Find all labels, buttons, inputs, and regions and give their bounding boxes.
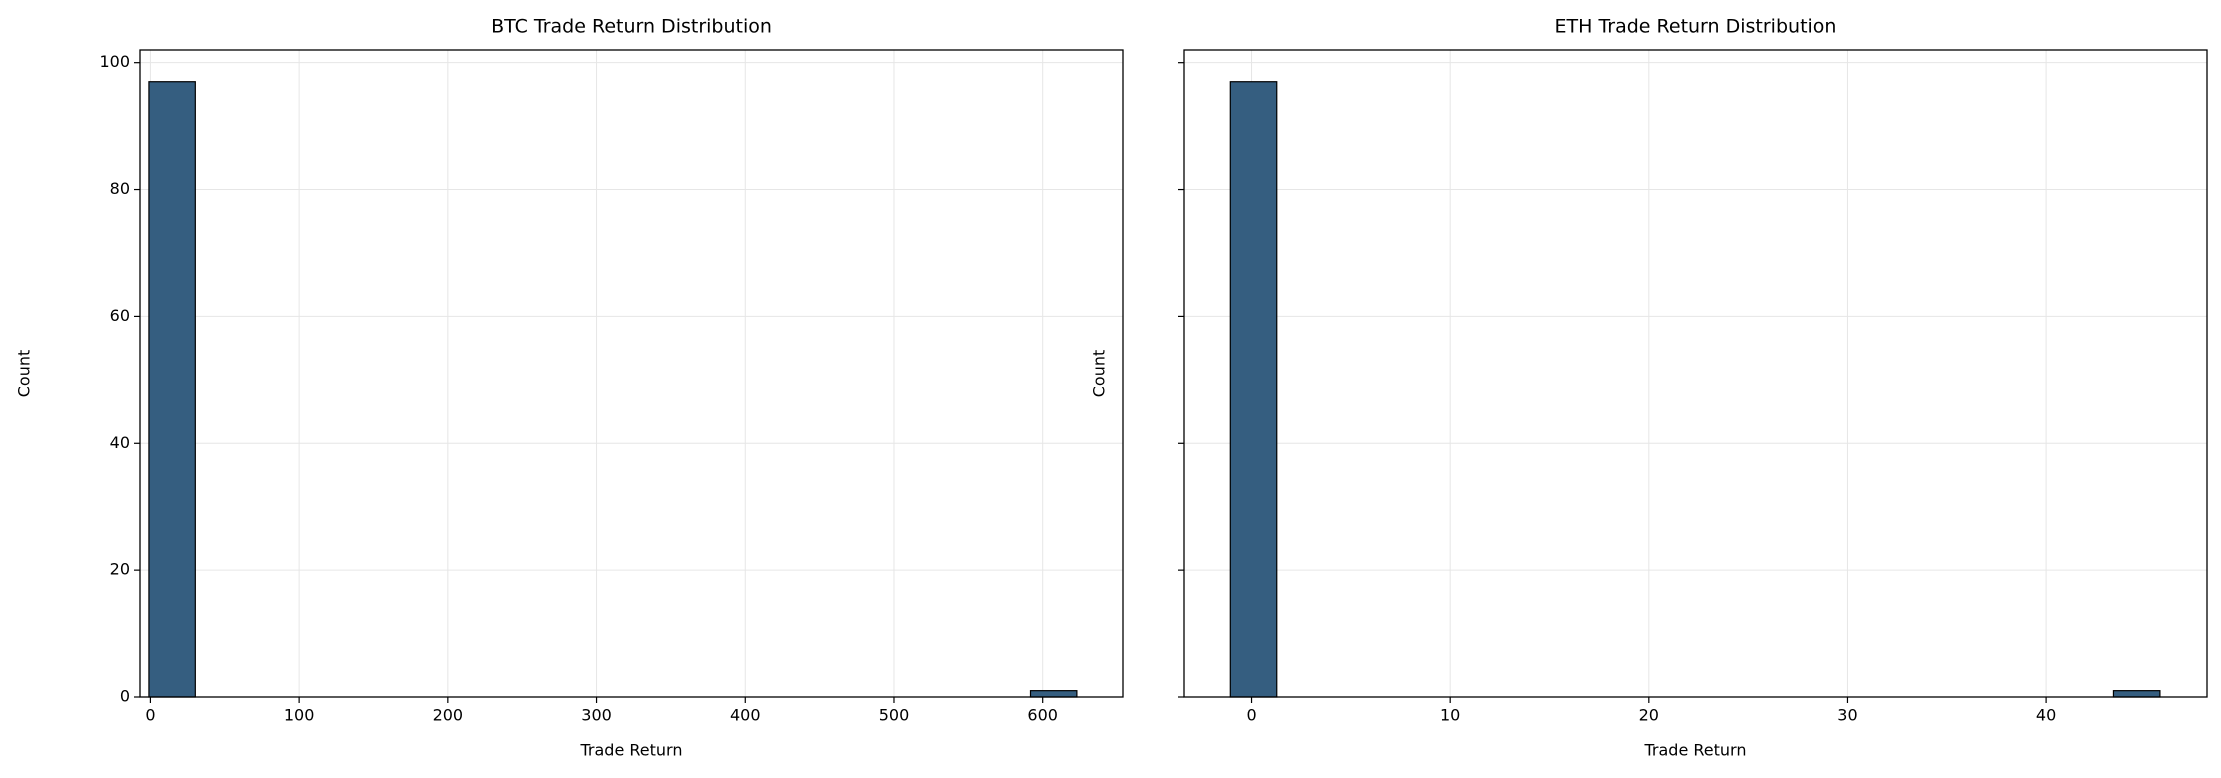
- x-tick-label: 20: [1639, 706, 1659, 725]
- x-tick-label: 500: [879, 706, 910, 725]
- y-tick-label: 20: [110, 560, 130, 579]
- x-axis-label: Trade Return: [1644, 741, 1747, 760]
- x-tick-label: 200: [433, 706, 464, 725]
- x-tick-label: 100: [284, 706, 315, 725]
- y-axis-label: Count: [15, 350, 34, 398]
- x-tick-label: 0: [145, 706, 155, 725]
- y-tick-label: 60: [110, 306, 130, 325]
- x-tick-label: 30: [1837, 706, 1857, 725]
- plot-frame: [139, 49, 1124, 698]
- x-tick-label: 10: [1440, 706, 1460, 725]
- chart-title: ETH Trade Return Distribution: [1555, 16, 1837, 38]
- bar: [148, 81, 196, 698]
- y-tick-label: 100: [99, 52, 130, 71]
- bar: [1029, 690, 1078, 698]
- y-tick-label: 40: [110, 433, 130, 452]
- x-tick-label: 300: [581, 706, 612, 725]
- plot-frame: [1183, 49, 2208, 698]
- x-tick-label: 40: [2036, 706, 2056, 725]
- x-axis-label: Trade Return: [580, 741, 683, 760]
- y-tick-label: 80: [110, 179, 130, 198]
- y-tick-label: 0: [120, 687, 130, 706]
- chart-title: BTC Trade Return Distribution: [491, 16, 772, 38]
- x-tick-label: 600: [1027, 706, 1058, 725]
- bar: [2112, 690, 2161, 698]
- y-axis-label: Count: [1090, 350, 1109, 398]
- bar: [1229, 81, 1278, 698]
- x-tick-label: 400: [730, 706, 761, 725]
- x-tick-label: 0: [1246, 706, 1256, 725]
